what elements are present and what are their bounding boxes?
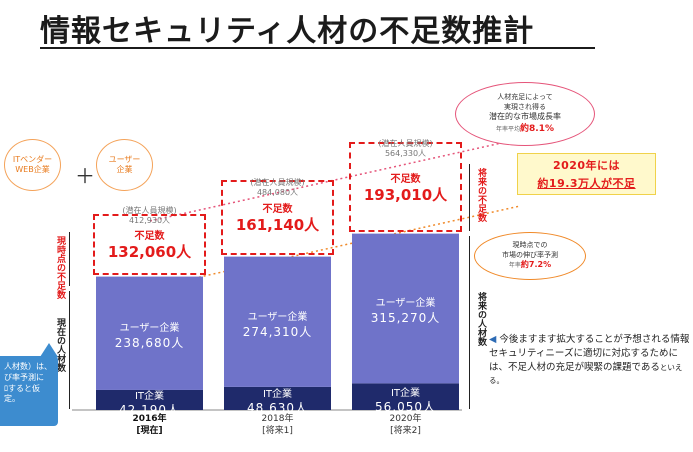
market-growth-trend-line [149,205,521,289]
shortage-value-1: 161,140人 [235,216,320,235]
bar-it-company-2 [352,383,459,410]
bar-it-company-0 [96,389,203,410]
bar-user-company-2 [352,233,459,384]
page-title: 情報セキュリティ人材の不足数推計 [40,14,535,49]
callout-top-line1: 人材充足によって [497,93,553,102]
bar-it-company-1 [224,386,331,410]
blue-note-line1: 人材数）は、 [4,362,52,371]
user-company-value-2: 315,270人 [370,311,441,326]
callout-mid-line3: 年率約7.2% [475,260,585,271]
shortage-label-2: 不足数 [390,173,421,185]
shortage-label-1: 不足数 [262,204,293,216]
current-shortage-label: 現時点の不足数 [55,236,65,299]
it-company-value-2: 56,050人 [375,399,436,414]
bars-group [96,233,459,410]
bar-user-company-0 [96,276,203,390]
assumption-note: 人材数）は、 び率予測に ﾛすると仮定。 [0,356,58,426]
callout-top-rate: 約8.1% [520,123,554,134]
highlight-line2: 約19.3万人が不足 [537,177,636,190]
potential-size-label-0: (潜在人員規模) [122,206,177,215]
user-label-2: 企業 [116,165,133,174]
user-company-value-1: 274,310人 [242,324,313,339]
callout-mid-line2: 市場の伸び率予測 [502,250,558,259]
bar-shortage-1 [221,180,334,255]
shortage-value-2: 193,010人 [363,185,448,204]
it-company-label-1: IT企業 [262,389,293,401]
future-staff-brace [469,236,470,409]
blue-note-line2: び率予測に [4,372,44,382]
future-staff-label: 将来の人材数 [476,292,486,346]
future-shortage-label: 将来の不足数 [476,168,486,222]
future-shortage-brace [469,164,470,231]
callout-top-line4: 年率平均約8.1% [456,123,594,135]
current-staff-brace [69,291,70,409]
it-vendor-circle: ITベンダー WEB企業 [4,139,61,191]
x-tick-sublabel-0: [現在] [136,426,163,436]
conclusion-text: ◀ 今後ますます拡大することが予想される情報セキュリティニーズに適切に対応するた… [489,333,693,388]
conclusion-suffix: といえる。 [489,362,683,386]
highlight-line1: 2020年には [552,159,621,172]
x-tick-year-0: 2016年 [132,414,167,424]
shortage-value-0: 132,060人 [107,243,192,262]
potential-size-value-0: 412,930人 [128,216,171,225]
callout-top-prefix: 年率平均 [496,125,521,133]
plus-sign: ＋ [75,164,95,188]
user-company-label-1: ユーザー企業 [247,311,308,323]
callout-top-line2: 実現され得る [504,102,546,111]
it-company-label-2: IT企業 [390,387,421,399]
x-tick-year-1: 2018年 [261,414,294,424]
current-shortage-brace [69,232,70,286]
user-company-circle: ユーザー 企業 [96,139,153,191]
x-tick-year-2: 2020年 [389,414,422,424]
it-company-value-1: 48,630人 [247,401,308,416]
current-staff-label: 現在の人材数 [55,318,65,372]
user-label-1: ユーザー [108,154,141,164]
user-company-label-0: ユーザー企業 [119,323,180,335]
x-tick-sublabel-1: [将来1] [262,426,293,436]
blue-note-line3: ﾛすると仮定。 [4,383,40,404]
bar-user-company-1 [224,256,331,387]
potential-size-value-1: 484,080人 [256,188,299,197]
it-company-label-0: IT企業 [134,390,165,402]
callout-top-line3: 潜在的な市場成長率 [489,111,561,121]
it-company-value-0: 42,190人 [119,402,180,417]
blue-note-pointer [40,343,58,357]
arrow-left-icon: ◀ [489,334,497,345]
vendor-label-1: ITベンダー [12,154,53,164]
x-tick-sublabel-2: [将来2] [390,426,421,436]
potential-size-value-2: 564,330人 [384,149,427,158]
title-underline [40,47,595,49]
conclusion-body: 今後ますます拡大することが予想される情報セキュリティニーズに適切に対応するために… [489,334,690,373]
bar-shortage-2 [349,141,462,232]
user-company-value-0: 238,680人 [114,336,185,351]
bar-shortage-0 [93,213,206,275]
shortage-label-0: 不足数 [134,231,165,243]
callout-mid-line1: 現時点での [512,241,548,250]
potential-size-label-2: (潜在人員規模) [378,139,433,148]
vendor-label-2: WEB企業 [15,165,50,174]
market-growth-callout: 現時点での 市場の伸び率予測 年率約7.2% [474,232,586,280]
callout-mid-prefix: 年率 [508,262,521,270]
potential-size-label-1: (潜在人員規模) [250,178,305,187]
shortage-highlight-box: 2020年には 約19.3万人が不足 [517,153,656,195]
user-company-label-2: ユーザー企業 [375,298,436,310]
callout-mid-rate: 約7.2% [520,260,552,270]
potential-growth-callout: 人材充足によって 実現され得る 潜在的な市場成長率 年率平均約8.1% [455,82,595,146]
